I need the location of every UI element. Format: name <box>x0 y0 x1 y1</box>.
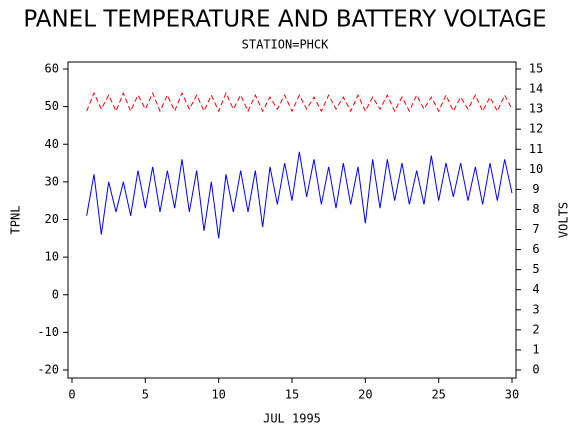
y2-tick-label: 8 <box>532 202 539 216</box>
y2-axis-label: VOLTS <box>557 202 570 238</box>
y-axis-label: TPNL <box>9 206 23 235</box>
y2-tick-label: 15 <box>529 62 543 76</box>
y-tick-label: 20 <box>45 212 59 226</box>
chart-title: PANEL TEMPERATURE AND BATTERY VOLTAGE <box>23 7 546 33</box>
y-tick-label: -20 <box>37 363 59 377</box>
y-tick-label: 50 <box>45 99 59 113</box>
y-tick-label: 10 <box>45 250 59 264</box>
y2-tick-label: 13 <box>529 102 543 116</box>
data-line <box>86 151 513 239</box>
x-tick-label: 10 <box>211 388 225 402</box>
x-tick-label: 25 <box>431 388 445 402</box>
y2-tick-label: 7 <box>532 222 539 236</box>
y2-tick-label: 4 <box>532 282 539 296</box>
y2-tick-label: 12 <box>529 122 543 136</box>
data-line <box>86 91 513 113</box>
y2-tick-label: 14 <box>529 82 543 96</box>
plot-frame <box>67 61 517 379</box>
y-tick-label: -10 <box>37 325 59 339</box>
y2-tick-label: 0 <box>532 363 539 377</box>
x-tick-label: 0 <box>68 388 75 402</box>
y2-tick-label: 5 <box>532 262 539 276</box>
y-tick-label: 30 <box>45 174 59 188</box>
y2-tick-label: 1 <box>532 342 539 356</box>
chart-subtitle: STATION=PHCK <box>242 38 329 52</box>
y-tick-label: 0 <box>52 287 59 301</box>
y2-tick-label: 6 <box>532 242 539 256</box>
x-tick-label: 15 <box>285 388 299 402</box>
y2-tick-label: 10 <box>529 162 543 176</box>
x-tick-label: 20 <box>358 388 372 402</box>
y2-tick-label: 9 <box>532 182 539 196</box>
y2-tick-label: 2 <box>532 322 539 336</box>
y-tick-label: 60 <box>45 62 59 76</box>
x-tick-label: 30 <box>505 388 519 402</box>
x-tick-label: 5 <box>142 388 149 402</box>
y2-tick-label: 11 <box>529 142 543 156</box>
y2-tick-label: 3 <box>532 302 539 316</box>
x-axis-label: JUL 1995 <box>263 412 321 426</box>
y-tick-label: 40 <box>45 137 59 151</box>
